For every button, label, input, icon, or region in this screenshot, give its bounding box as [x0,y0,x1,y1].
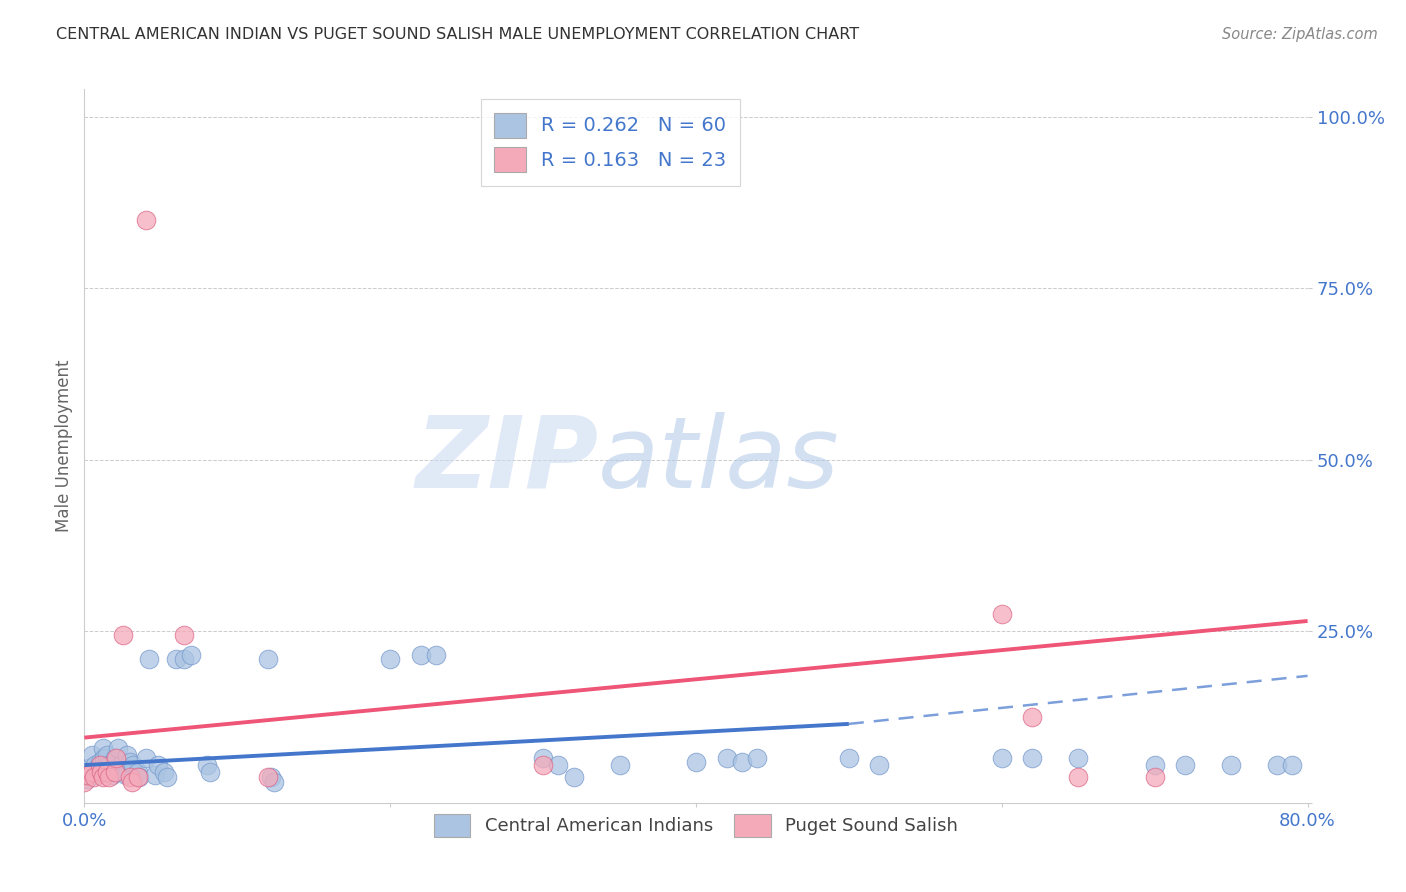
Point [195,758,218,772]
Text: atlas: atlas [598,412,839,508]
Point [531,758,554,772]
Text: Source: ZipAtlas.com: Source: ZipAtlas.com [1222,27,1378,42]
Point [96,764,118,779]
Point [104,764,127,779]
Point [77,762,100,776]
Point [138,651,160,665]
Point [531,751,554,765]
Point [153,764,176,779]
Point [87,762,110,776]
Point [425,648,447,663]
Point [83,770,105,784]
Point [180,648,202,663]
Point [747,751,769,765]
Point [409,648,432,663]
Point [91,770,114,784]
Point [260,770,283,784]
Text: CENTRAL AMERICAN INDIAN VS PUGET SOUND SALISH MALE UNEMPLOYMENT CORRELATION CHAR: CENTRAL AMERICAN INDIAN VS PUGET SOUND S… [56,27,859,42]
Point [84,758,107,772]
Point [1021,710,1043,724]
Point [89,758,111,772]
Point [80,764,103,779]
Point [120,755,142,769]
Point [110,758,132,772]
Point [1143,758,1166,772]
Point [1067,770,1090,784]
Point [97,758,120,772]
Point [1281,758,1303,772]
Point [731,755,754,769]
Point [716,751,738,765]
Point [122,758,145,772]
Point [1265,758,1288,772]
Point [380,651,402,665]
Point [96,747,118,762]
Point [165,651,187,665]
Point [1067,751,1090,765]
Point [76,772,98,786]
Point [86,768,108,782]
Point [1220,758,1243,772]
Point [90,764,112,779]
Point [120,770,142,784]
Point [128,770,150,784]
Point [838,751,860,765]
Point [127,764,149,779]
Point [991,751,1014,765]
Point [111,628,134,642]
Point [76,768,98,782]
Point [104,751,127,765]
Point [135,751,157,765]
Point [156,770,179,784]
Point [107,740,129,755]
Point [127,770,149,784]
Point [143,768,166,782]
Point [609,758,631,772]
Point [91,740,114,755]
Point [115,747,138,762]
Point [97,770,120,784]
Point [105,751,128,765]
Point [114,768,136,782]
Point [121,775,143,789]
Point [94,758,117,772]
Point [263,775,285,789]
Point [991,607,1014,621]
Point [173,628,195,642]
Point [1174,758,1197,772]
Point [547,758,569,772]
Legend: Central American Indians, Puget Sound Salish: Central American Indians, Puget Sound Sa… [427,807,965,844]
Point [73,775,96,789]
Y-axis label: Male Unemployment: Male Unemployment [55,359,73,533]
Point [89,755,111,769]
Text: ZIP: ZIP [415,412,598,508]
Point [73,768,96,782]
Point [135,212,157,227]
Point [1021,751,1043,765]
Point [101,768,124,782]
Point [685,755,707,769]
Point [1143,770,1166,784]
Point [173,651,195,665]
Point [869,758,891,772]
Point [198,764,221,779]
Point [257,651,280,665]
Point [93,751,115,765]
Point [98,764,121,779]
Point [112,764,135,779]
Point [562,770,585,784]
Point [146,758,169,772]
Point [257,770,280,784]
Point [80,747,103,762]
